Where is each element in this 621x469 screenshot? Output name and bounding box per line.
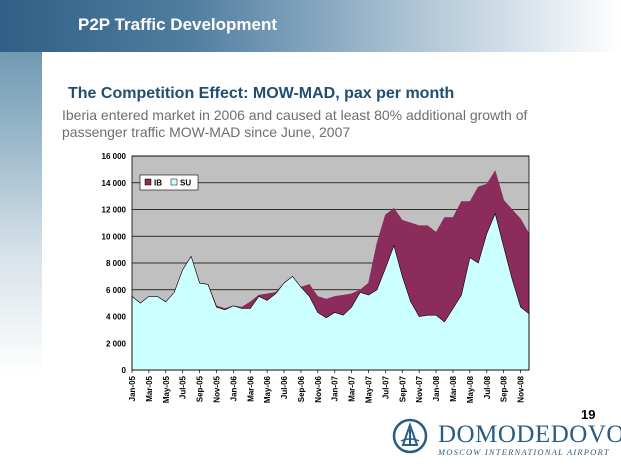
legend-swatch-SU [170, 178, 178, 186]
y-tick-label: 0 [122, 366, 127, 375]
x-tick-label: Mar-06 [246, 375, 255, 401]
y-tick-label: 16 000 [102, 152, 127, 161]
domodedovo-logo-icon [392, 418, 428, 454]
x-tick-label: Nov-06 [314, 375, 323, 402]
title-bar [0, 0, 621, 52]
y-tick-label: 10 000 [102, 232, 127, 241]
x-tick-label: Jul-08 [483, 375, 492, 399]
series-SU-area [131, 212, 530, 371]
slide-title: P2P Traffic Development [78, 15, 278, 34]
y-tick-label: 2 000 [106, 339, 127, 348]
x-tick-label: May-05 [162, 375, 171, 403]
legend-box [139, 174, 199, 191]
x-tick-label: Nov-05 [212, 375, 221, 402]
x-tick-label: Sep-08 [500, 375, 509, 402]
y-tick-label: 6 000 [106, 286, 127, 295]
x-tick-label: Jan-07 [331, 375, 340, 401]
page-number: 19 [581, 407, 596, 422]
x-tick-label: Sep-07 [398, 375, 407, 402]
chart-subtitle: The Competition Effect: MOW-MAD, pax per… [68, 85, 455, 102]
x-tick-label: Mar-07 [348, 375, 357, 401]
logo-name: DOMODEDOVO [438, 421, 621, 448]
x-tick-label: May-08 [466, 375, 475, 403]
description-text: Iberia entered market in 2006 and caused… [62, 107, 528, 140]
x-tick-label: Jul-06 [280, 375, 289, 399]
x-tick-label: Sep-05 [196, 375, 205, 402]
legend-swatch-IB [144, 178, 152, 186]
legend-label-IB: IB [154, 179, 162, 188]
x-tick-label: May-07 [365, 375, 374, 403]
logo-tagline: MOSCOW INTERNATIONAL AIRPORT [438, 447, 610, 457]
y-tick-label: 14 000 [102, 179, 127, 188]
x-tick-label: Jul-05 [179, 375, 188, 399]
x-tick-label: Jan-06 [229, 375, 238, 401]
x-tick-label: May-06 [263, 375, 272, 403]
plot-border [131, 155, 530, 371]
legend-label-SU: SU [180, 179, 191, 188]
x-tick-label: Mar-08 [449, 375, 458, 401]
x-tick-label: Mar-05 [145, 375, 154, 401]
y-tick-label: 4 000 [106, 313, 127, 322]
y-tick-label: 12 000 [102, 206, 127, 215]
x-tick-label: Nov-08 [517, 375, 526, 402]
x-tick-label: Nov-07 [415, 375, 424, 402]
x-tick-label: Jan-08 [432, 375, 441, 401]
x-tick-label: Jan-05 [128, 375, 137, 401]
y-tick-label: 8 000 [106, 259, 127, 268]
x-tick-label: Sep-06 [297, 375, 306, 402]
x-tick-label: Jul-07 [381, 375, 390, 399]
sky-background [0, 0, 42, 469]
